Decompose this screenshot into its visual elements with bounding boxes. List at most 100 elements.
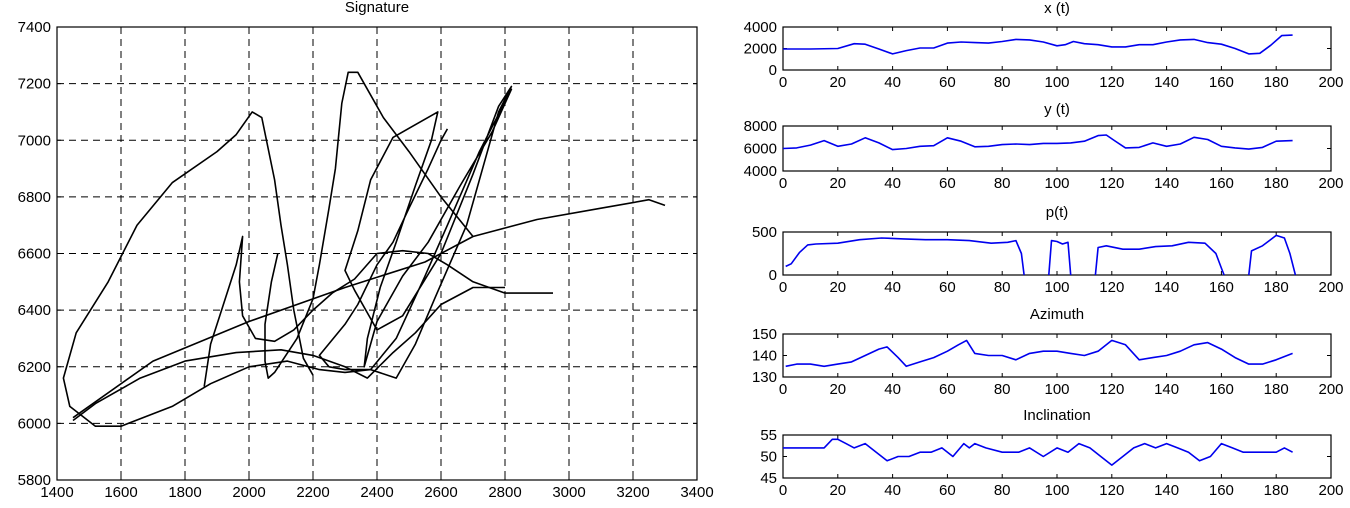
inclination-chart: Inclination 0 20 40 60 80 100 120 140 160 180 200 4…: [760, 407, 1343, 499]
signature-title: Signature: [345, 0, 409, 16]
azimuth-x-tick-label: 80: [994, 381, 1011, 398]
inclination-x-tick-label: 200: [1318, 482, 1343, 499]
signature-x-tick-label: 2600: [424, 484, 457, 501]
signature-x-tick-label: 2000: [232, 484, 265, 501]
signature-stroke-4: [72, 286, 505, 422]
p-t-series-segment-2: [1094, 241, 1225, 276]
x-t-chart: x (t) 0 20 40 60 80 100 120 140 160 180 2000200040…: [744, 0, 1344, 91]
p-t-y-tick-label: 500: [752, 224, 777, 241]
p-t-series-segment-1: [1048, 239, 1072, 276]
signature-x-tick-label: 3400: [680, 484, 713, 501]
signature-stroke-2: [264, 71, 474, 379]
signature-x-tick-label: 1400: [40, 484, 73, 501]
p-t-x-tick-label: 60: [939, 279, 956, 296]
x-t-x-tick-label: 140: [1154, 74, 1179, 91]
signature-stroke-1: [72, 198, 666, 419]
x-t-y-tick-label: 2000: [744, 41, 777, 58]
signature-y-tick-label: 6200: [18, 359, 51, 376]
signature-y-tick-label: 7200: [18, 76, 51, 93]
p-t-x-tick-label: 20: [829, 279, 846, 296]
p-t-title: p(t): [1046, 204, 1069, 221]
x-t-x-tick-label: 20: [829, 74, 846, 91]
azimuth-x-tick-label: 20: [829, 381, 846, 398]
azimuth-series-line: [785, 339, 1293, 368]
signature-x-tick-label: 2400: [360, 484, 393, 501]
y-t-chart: y (t) 0 20 40 60 80 100 120 140 160 180 200 4000 600…: [744, 101, 1344, 192]
azimuth-x-tick-label: 200: [1318, 381, 1343, 398]
y-t-x-tick-label: 0: [779, 175, 787, 192]
signature-x-tick-label: 2200: [296, 484, 329, 501]
y-t-title: y (t): [1044, 101, 1070, 118]
inclination-x-tick-label: 100: [1044, 482, 1069, 499]
p-t-x-tick-label: 40: [884, 279, 901, 296]
y-t-series-line: [782, 134, 1293, 151]
signature-x-tick-label: 3200: [616, 484, 649, 501]
signature-y-tick-label: 6000: [18, 415, 51, 432]
signature-x-tick-label: 1600: [104, 484, 137, 501]
y-t-x-tick-label: 60: [939, 175, 956, 192]
inclination-x-tick-label: 0: [779, 482, 787, 499]
signature-stroke-0: [62, 85, 513, 427]
y-t-x-tick-label: 20: [829, 175, 846, 192]
inclination-plot-frame: [782, 434, 1332, 479]
p-t-x-tick-label: 80: [994, 279, 1011, 296]
azimuth-y-tick-label: 140: [752, 348, 777, 365]
y-t-x-tick-label: 120: [1099, 175, 1124, 192]
y-t-x-tick-label: 140: [1154, 175, 1179, 192]
y-t-x-tick-label: 40: [884, 175, 901, 192]
signature-chart: Signature 1400 1600 1800 2000 2200 2400 2600 28…: [18, 0, 714, 501]
y-t-y-tick-label: 8000: [744, 118, 777, 135]
y-t-x-tick-label: 200: [1318, 175, 1343, 192]
inclination-x-tick-label: 60: [939, 482, 956, 499]
signature-x-tick-label: 3000: [552, 484, 585, 501]
x-t-x-tick-label: 80: [994, 74, 1011, 91]
p-t-x-tick-label: 140: [1154, 279, 1179, 296]
signature-x-tick-label: 2800: [488, 484, 521, 501]
p-t-x-tick-label: 0: [779, 279, 787, 296]
p-t-x-tick-label: 100: [1044, 279, 1069, 296]
x-t-x-tick-label: 160: [1209, 74, 1234, 91]
azimuth-x-tick-label: 120: [1099, 381, 1124, 398]
inclination-x-tick-label: 140: [1154, 482, 1179, 499]
azimuth-x-tick-label: 0: [779, 381, 787, 398]
x-t-x-tick-label: 100: [1044, 74, 1069, 91]
y-t-y-tick-label: 4000: [744, 163, 777, 180]
x-t-x-tick-label: 0: [779, 74, 787, 91]
signature-stroke-3: [203, 235, 553, 387]
signature-y-tick-label: 6600: [18, 246, 51, 263]
azimuth-x-tick-label: 60: [939, 381, 956, 398]
p-t-series-segment-0: [785, 237, 1025, 276]
p-t-series-segment-3: [1248, 234, 1297, 276]
inclination-x-tick-label: 120: [1099, 482, 1124, 499]
azimuth-x-tick-label: 40: [884, 381, 901, 398]
signature-y-tick-label: 6400: [18, 302, 51, 319]
inclination-y-tick-label: 55: [760, 427, 777, 444]
x-t-x-tick-label: 180: [1264, 74, 1289, 91]
x-t-x-tick-label: 60: [939, 74, 956, 91]
inclination-title: Inclination: [1023, 407, 1091, 424]
x-t-x-tick-label: 120: [1099, 74, 1124, 91]
x-t-x-tick-label: 40: [884, 74, 901, 91]
azimuth-title: Azimuth: [1030, 306, 1084, 323]
signature-x-tick-label: 1800: [168, 484, 201, 501]
azimuth-x-tick-label: 100: [1044, 381, 1069, 398]
azimuth-y-tick-label: 130: [752, 369, 777, 386]
inclination-x-tick-label: 80: [994, 482, 1011, 499]
y-t-y-tick-label: 6000: [744, 141, 777, 158]
y-t-x-tick-label: 80: [994, 175, 1011, 192]
x-t-y-tick-label: 4000: [744, 19, 777, 36]
p-t-x-tick-label: 160: [1209, 279, 1234, 296]
azimuth-y-tick-label: 150: [752, 326, 777, 343]
signature-y-tick-label: 6800: [18, 189, 51, 206]
inclination-x-tick-label: 40: [884, 482, 901, 499]
y-t-x-tick-label: 180: [1264, 175, 1289, 192]
p-t-x-tick-label: 200: [1318, 279, 1343, 296]
x-t-plot-frame: [782, 26, 1332, 71]
x-t-title: x (t): [1044, 0, 1070, 17]
inclination-y-tick-label: 50: [760, 449, 777, 466]
p-t-y-tick-label: 0: [769, 267, 777, 284]
inclination-x-tick-label: 180: [1264, 482, 1289, 499]
signature-y-tick-label: 5800: [18, 472, 51, 489]
inclination-x-tick-label: 160: [1209, 482, 1234, 499]
